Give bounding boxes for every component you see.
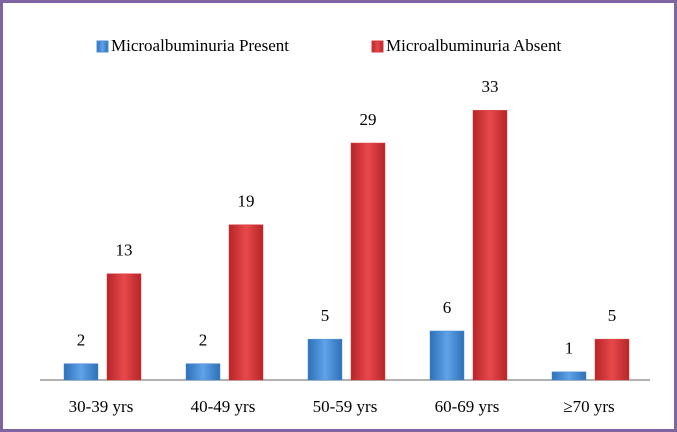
legend-swatch (96, 40, 109, 53)
data-label: 13 (116, 241, 133, 260)
data-label: 33 (482, 77, 499, 96)
bar (228, 224, 264, 381)
bar (551, 371, 587, 381)
x-tick-label: 60-69 yrs (435, 397, 500, 416)
data-label: 2 (77, 331, 86, 350)
bar (472, 110, 508, 381)
bar (185, 363, 221, 381)
data-label: 5 (608, 306, 617, 325)
x-tick-label: 50-59 yrs (313, 397, 378, 416)
data-label: 2 (199, 331, 208, 350)
data-label: 29 (360, 110, 377, 129)
legend-label: Microalbuminuria Absent (386, 36, 561, 55)
bar (594, 338, 630, 381)
x-tick-label: ≥70 yrs (563, 397, 614, 416)
bar (63, 363, 99, 381)
bar (429, 330, 465, 381)
data-label: 1 (565, 339, 574, 358)
data-label: 5 (321, 306, 330, 325)
x-tick-label: 30-39 yrs (69, 397, 134, 416)
data-label: 19 (238, 192, 255, 211)
legend-swatch (371, 40, 384, 53)
legend-label: Microalbuminuria Present (111, 36, 289, 55)
bar (350, 142, 386, 381)
bar (106, 273, 142, 381)
x-tick-label: 40-49 yrs (191, 397, 256, 416)
data-label: 6 (443, 298, 452, 317)
bar (307, 338, 343, 381)
